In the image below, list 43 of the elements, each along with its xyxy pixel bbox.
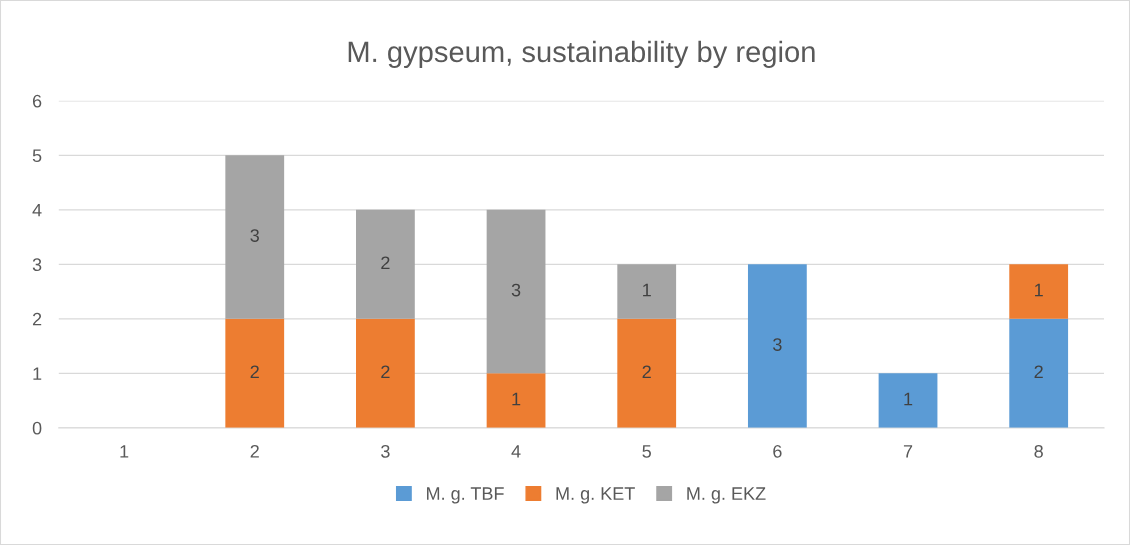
data-label: 2 <box>381 256 390 269</box>
data-label: 3 <box>511 283 521 297</box>
bar <box>356 318 415 428</box>
bar <box>747 264 807 428</box>
y-tick-label: 2 <box>32 312 42 326</box>
data-label: 2 <box>381 365 390 378</box>
x-tick-label: 3 <box>381 444 390 458</box>
x-tick-label: 4 <box>511 445 521 458</box>
legend-label: M. g. KET <box>556 487 635 504</box>
x-tick-label: 5 <box>642 445 651 458</box>
bar <box>486 209 546 374</box>
bar <box>878 373 938 428</box>
chart-title: M. gypseum, sustainability by region <box>348 40 815 68</box>
x-tick-label: 6 <box>773 444 782 458</box>
bar <box>486 373 546 428</box>
data-label: 1 <box>512 392 521 406</box>
y-tick-label: 5 <box>32 149 42 163</box>
bar <box>1009 318 1069 428</box>
bar <box>617 318 677 428</box>
data-label: 3 <box>250 229 259 242</box>
x-tick-label: 2 <box>250 444 259 458</box>
bar <box>1009 264 1069 319</box>
y-tick-label: 6 <box>32 94 42 108</box>
legend-label: M. g. EKZ <box>687 487 766 504</box>
data-label: 2 <box>250 365 259 378</box>
bar <box>617 264 677 319</box>
x-tick-label: 8 <box>1034 444 1043 458</box>
y-tick-label: 1 <box>33 367 42 380</box>
data-label: 3 <box>773 338 782 351</box>
data-label: 2 <box>642 365 651 378</box>
data-label: 1 <box>1035 283 1043 297</box>
bar <box>356 209 415 319</box>
data-label: 2 <box>1034 365 1043 378</box>
y-tick-label: 3 <box>32 258 42 272</box>
y-tick-label: 0 <box>32 421 42 435</box>
bar <box>225 318 285 428</box>
data-label: 1 <box>643 283 651 297</box>
y-tick-label: 4 <box>32 203 42 217</box>
legend-label: M. g. TBF <box>427 487 504 504</box>
x-tick-label: 7 <box>903 445 913 458</box>
bar <box>225 155 285 319</box>
data-label: 1 <box>904 392 913 406</box>
x-tick-label: 1 <box>120 445 129 458</box>
